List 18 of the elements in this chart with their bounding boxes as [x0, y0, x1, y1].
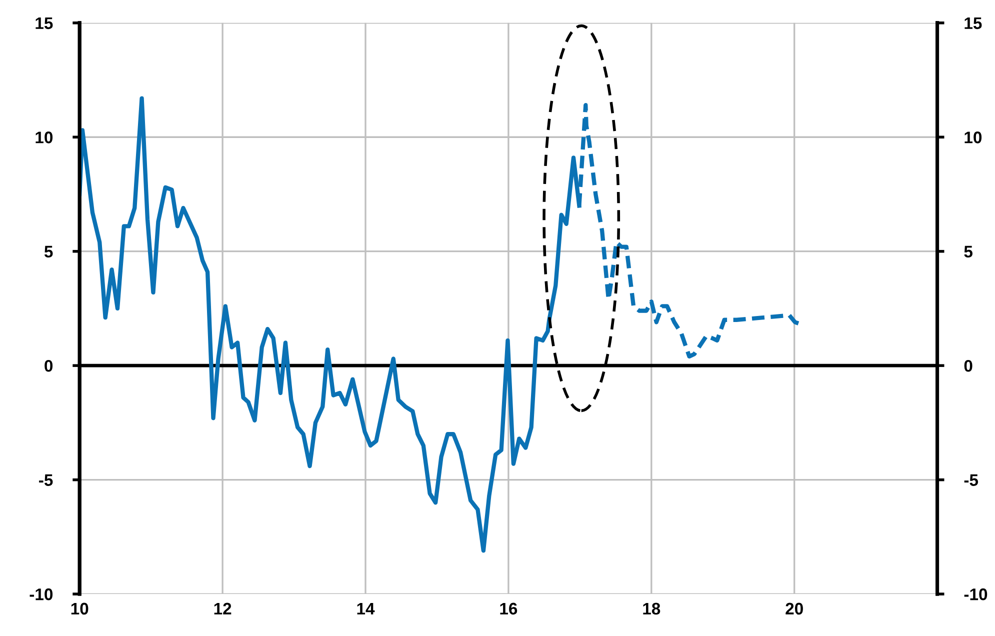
y-tick-label: 5 — [44, 246, 53, 258]
x-tick-label: 10 — [71, 602, 88, 615]
y-tick-label: 10 — [36, 132, 53, 144]
y2-tick-label: 0 — [964, 360, 972, 372]
x-tick-label: 14 — [357, 602, 375, 614]
y-tick-label: -5 — [39, 474, 53, 486]
y-tick-label: 15 — [36, 17, 53, 30]
y2-tick-label: -5 — [964, 474, 978, 486]
x-tick-label: 16 — [500, 602, 518, 615]
y2-tick-label: 15 — [964, 17, 982, 30]
x-tick-label: 12 — [214, 602, 232, 614]
y2-tick-label: 5 — [964, 246, 972, 258]
y-tick-label: -10 — [30, 588, 53, 600]
x-tick-label: 18 — [643, 602, 660, 615]
y2-tick-label: -10 — [964, 588, 988, 600]
y-tick-label: 0 — [44, 360, 53, 372]
x-tick-label: 20 — [786, 602, 803, 615]
y2-tick-label: 10 — [964, 132, 982, 144]
